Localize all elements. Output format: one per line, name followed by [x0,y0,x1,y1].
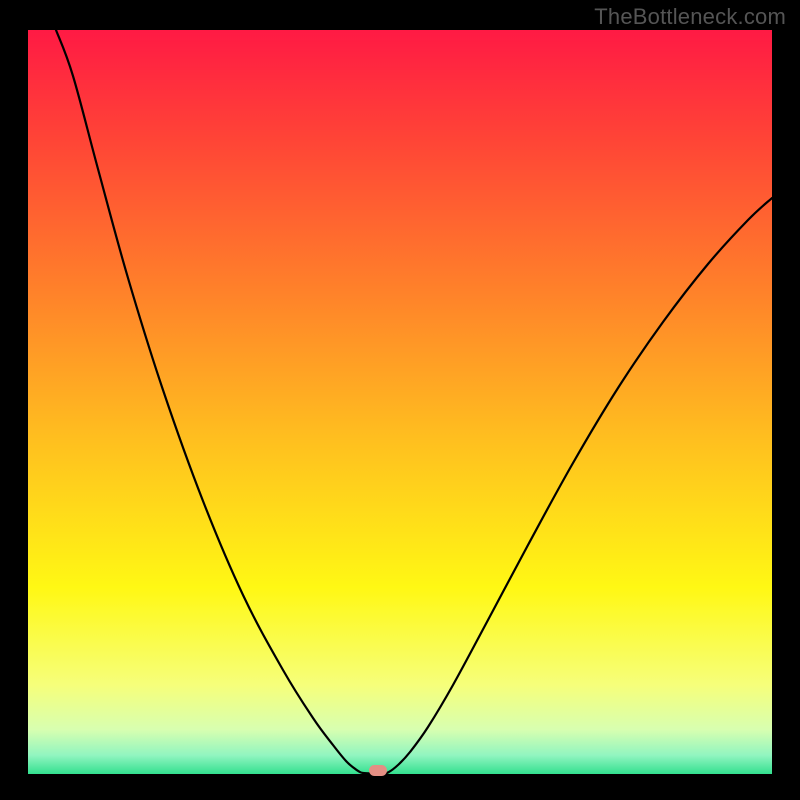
plot-area [28,30,772,774]
chart-container: TheBottleneck.com [0,0,800,800]
source-watermark: TheBottleneck.com [594,4,786,30]
optimal-point-marker [369,765,387,776]
bottleneck-curve [28,30,772,774]
